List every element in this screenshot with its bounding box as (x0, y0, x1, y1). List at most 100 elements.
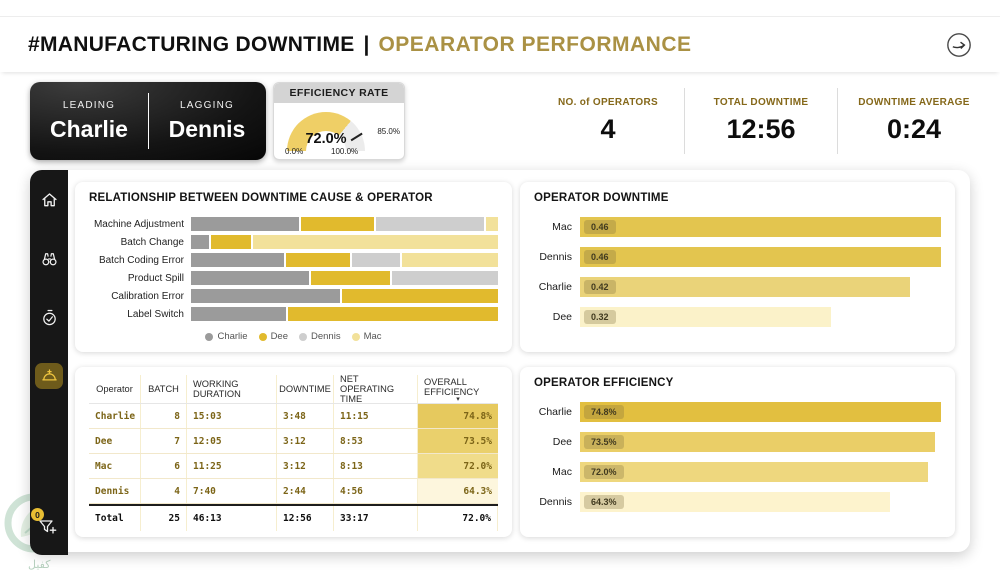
watermark-text: كفيل (28, 559, 51, 571)
bar-segment-dennis[interactable] (375, 217, 484, 231)
chart-legend: Charlie Dee Dennis Mac (89, 331, 498, 342)
total-cell: 25 (141, 506, 187, 531)
sidebar-item-metrics[interactable] (35, 304, 63, 330)
table-row[interactable]: Dee 7 12:05 3:12 8:53 73.5% (89, 429, 498, 454)
bar[interactable]: 0.32 (580, 307, 832, 327)
bar-track: 0.46 (580, 217, 941, 237)
bar-segment-mac[interactable] (252, 235, 499, 249)
bar[interactable]: 64.3% (580, 492, 891, 512)
legend-dot (258, 332, 267, 341)
column-header[interactable]: OVERALL EFFICIENCY ▾ (418, 375, 498, 403)
bar[interactable]: 72.0% (580, 462, 928, 482)
table-cell: 11:25 (187, 454, 277, 478)
bar-segment-dee[interactable] (342, 289, 498, 303)
gauge-min-label: 0.0% (285, 147, 304, 156)
column-header[interactable]: BATCH (141, 375, 187, 403)
bar[interactable]: 0.46 (580, 247, 941, 267)
kpi-operators-value: 4 (600, 114, 616, 144)
legend-label: Dee (270, 331, 288, 342)
sidebar-item-explore[interactable] (35, 245, 63, 271)
filter-count-badge: 0 (31, 508, 44, 521)
table-cell: Dee (89, 429, 141, 453)
bar-segment-charlie[interactable] (191, 235, 210, 249)
bar-segment-charlie[interactable] (191, 289, 341, 303)
bar-segment-dee[interactable] (287, 307, 498, 321)
column-header-label: Operator (96, 384, 133, 394)
category-label: Mac (552, 466, 572, 478)
bar[interactable]: 73.5% (580, 432, 935, 452)
add-filter-icon (39, 520, 57, 534)
column-header[interactable]: NET OPERATING TIME (334, 374, 418, 404)
bar-segment-charlie[interactable] (191, 217, 300, 231)
sidebar-item-operator[interactable] (35, 363, 63, 389)
kpi-divider (684, 88, 685, 154)
bar-track: 0.32 (580, 307, 941, 327)
next-page-arrow-icon[interactable] (946, 32, 972, 58)
bar-segment-dee[interactable] (301, 217, 374, 231)
column-header[interactable]: WORKING DURATION (187, 375, 277, 403)
card-divider (148, 92, 149, 150)
bar[interactable]: 0.46 (580, 217, 941, 237)
category-label: Batch Change (120, 236, 184, 248)
bar-segment-dennis[interactable] (351, 253, 400, 267)
stacked-bar[interactable] (191, 253, 498, 267)
bar-segment-charlie[interactable] (191, 307, 286, 321)
bar-segment-dee[interactable] (286, 253, 350, 267)
leading-kpi: LEADING Charlie (30, 82, 148, 160)
leading-value: Charlie (50, 115, 128, 142)
legend-item-dee[interactable]: Dee (258, 331, 288, 342)
bar[interactable]: 0.42 (580, 277, 910, 297)
stacked-bar[interactable] (191, 289, 498, 303)
table-row[interactable]: Mac 6 11:25 3:12 8:13 72.0% (89, 454, 498, 479)
column-header[interactable]: DOWNTIME (277, 375, 334, 403)
table-cell: Dennis (89, 479, 141, 503)
table-cell: 2:44 (277, 479, 334, 503)
kpi-total-downtime-label: TOTAL DOWNTIME (713, 97, 809, 108)
leading-label: LEADING (62, 99, 116, 111)
stacked-bar[interactable] (191, 271, 498, 285)
table-cell: 72.0% (418, 454, 498, 478)
column-header-label: OVERALL EFFICIENCY (424, 376, 480, 397)
bar-segment-dennis[interactable] (391, 271, 498, 285)
bar-segment-dee[interactable] (311, 271, 390, 285)
bar-segment-charlie[interactable] (191, 271, 310, 285)
category-label: Dennis (539, 496, 572, 508)
stacked-bar[interactable] (191, 235, 499, 249)
stacked-bar[interactable] (191, 217, 498, 231)
bar-row: Dee 73.5% (534, 432, 941, 452)
stacked-bar-chart: Machine Adjustment Batch Change Batch Codi… (89, 215, 499, 323)
title-divider: | (363, 33, 370, 56)
sidebar-item-home[interactable] (35, 186, 63, 212)
table-row[interactable]: Dennis 4 7:40 2:44 4:56 64.3% (89, 479, 498, 504)
category-label: Charlie (538, 406, 572, 418)
operator-downtime-title: OPERATOR DOWNTIME (534, 192, 669, 204)
gauge-arc (287, 112, 365, 151)
legend-item-mac[interactable]: Mac (351, 331, 382, 342)
leading-lagging-card: LEADING Charlie LAGGING Dennis (30, 82, 266, 160)
table-cell: 7:40 (187, 479, 277, 503)
category-label: Calibration Error (111, 290, 184, 302)
table-cell: 8:13 (334, 454, 418, 478)
stacked-bar[interactable] (191, 307, 498, 321)
bar[interactable]: 74.8% (580, 402, 941, 422)
bar-segment-charlie[interactable] (191, 253, 285, 267)
column-header[interactable]: Operator (89, 375, 141, 403)
table-cell: Charlie (89, 404, 141, 428)
bar-segment-mac[interactable] (485, 217, 498, 231)
table-cell: Mac (89, 454, 141, 478)
bar-segment-dee[interactable] (211, 235, 251, 249)
table-cell: 3:12 (277, 454, 334, 478)
kpi-total-downtime-value: 12:56 (726, 114, 796, 144)
legend-item-dennis[interactable]: Dennis (299, 331, 341, 342)
bar-segment-mac[interactable] (401, 253, 498, 267)
legend-item-charlie[interactable]: Charlie (205, 331, 248, 342)
table-cell: 7 (141, 429, 187, 453)
legend-dot (299, 332, 307, 341)
value-badge: 64.3% (584, 495, 624, 509)
bar-track: 0.46 (580, 247, 941, 267)
value-badge: 0.42 (584, 280, 616, 294)
table-cell: 74.8% (418, 404, 498, 428)
sidebar-item-add-filter[interactable]: 0 (31, 508, 63, 543)
table-row[interactable]: Charlie 8 15:03 3:48 11:15 74.8% (89, 404, 498, 429)
